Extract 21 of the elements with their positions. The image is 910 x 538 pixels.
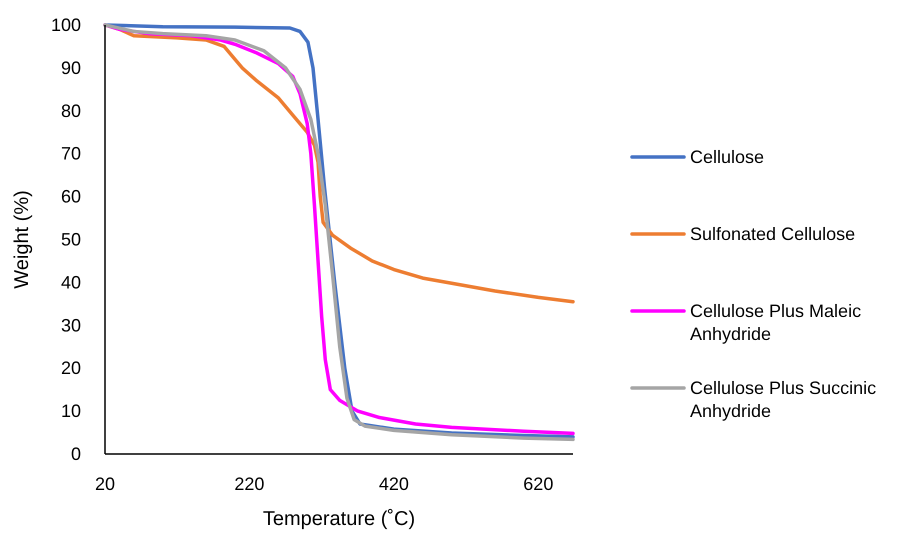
x-tick-label: 220 — [234, 474, 264, 494]
x-axis-title: Temperature (˚C) — [262, 508, 416, 530]
y-tick-label: 80 — [60, 100, 81, 121]
legend-label: Cellulose Plus Maleic Anhydride — [690, 301, 862, 344]
y-tick-label: 60 — [60, 186, 81, 207]
x-tick-label: 20 — [94, 474, 116, 494]
y-tick-label: 70 — [60, 144, 81, 164]
y-tick-label: 20 — [60, 358, 81, 378]
legend-label: Cellulose Plus Succinic Anhydride — [690, 378, 876, 421]
y-axis-title: Weight (%) — [11, 190, 33, 289]
x-tick-label: 420 — [378, 474, 409, 494]
y-tick-label: 40 — [60, 272, 81, 292]
x-tick-label: 620 — [523, 474, 554, 494]
y-tick-label: 10 — [60, 401, 81, 422]
y-tick-label: 100 — [50, 15, 81, 35]
y-tick-label: 90 — [60, 58, 81, 78]
legend-label: Cellulose — [690, 147, 764, 167]
y-tick-label: 0 — [70, 444, 81, 464]
legend-label: Sulfonated Cellulose — [690, 224, 856, 244]
y-tick-label: 50 — [60, 230, 81, 250]
y-tick-label: 30 — [60, 315, 81, 336]
